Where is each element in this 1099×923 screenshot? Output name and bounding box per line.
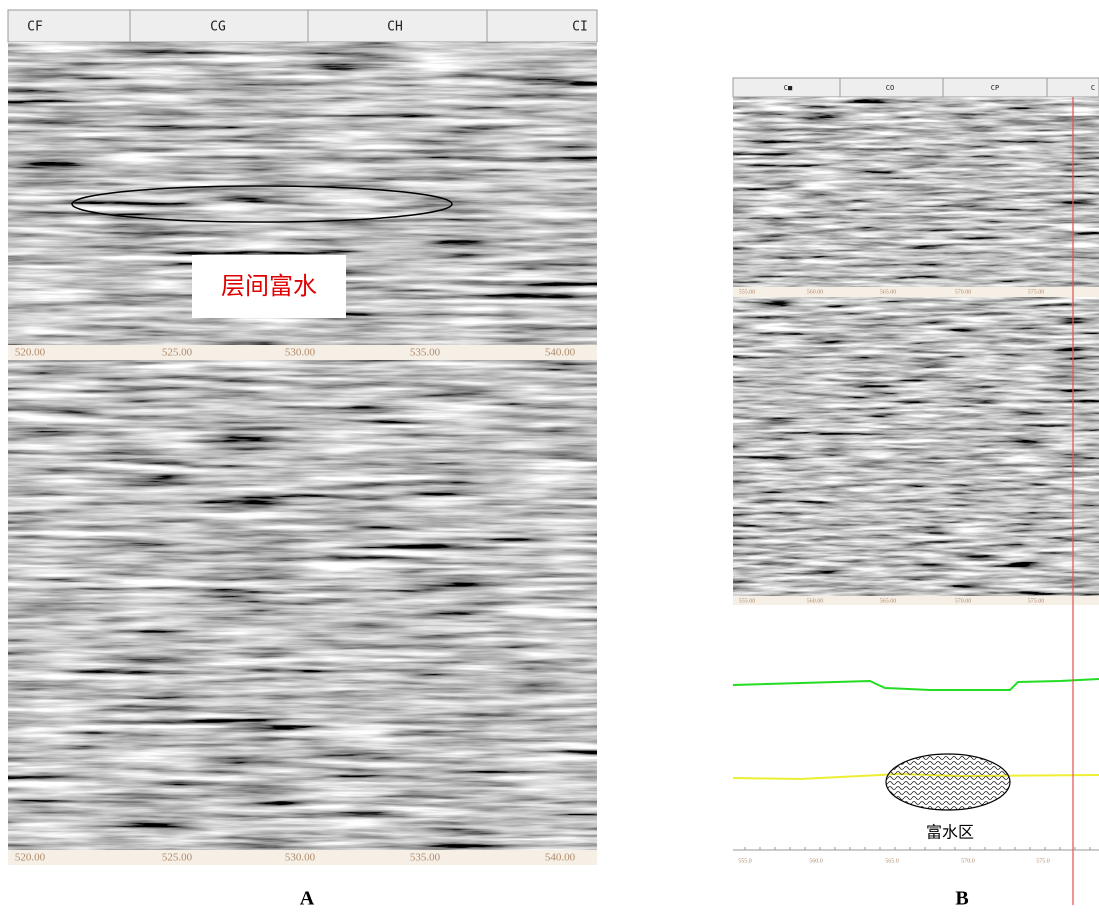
axis-label: 570.00: [955, 598, 972, 604]
axis-label: 555.00: [739, 289, 756, 295]
axis-label: 525.00: [162, 852, 193, 864]
axis-label: 560.00: [807, 598, 824, 604]
header-bar: [7, 9, 598, 43]
axis-label: 530.00: [285, 852, 316, 864]
axis-label: 520.00: [15, 347, 46, 359]
caption: A: [300, 888, 315, 910]
axis-label: 575.00: [1028, 598, 1045, 604]
header-label: C■: [784, 84, 793, 92]
radargram: [733, 97, 1099, 287]
highlight-ellipse: [71, 185, 453, 223]
axis-label: 540.00: [545, 852, 576, 864]
axis-strip: [8, 345, 597, 360]
axis-label: 560.00: [807, 289, 824, 295]
header-label: CG: [210, 20, 226, 35]
header-label: CF: [27, 20, 43, 35]
axis-label: 555.00: [739, 598, 756, 604]
axis-strip: [8, 850, 597, 865]
axis-label: 555.0: [738, 858, 752, 864]
axis-strip: [733, 596, 1099, 605]
water-zone: [885, 753, 1011, 811]
header-label: C: [1091, 84, 1095, 92]
axis-label: 570.00: [955, 289, 972, 295]
axis-label: 575.0: [1036, 858, 1050, 864]
caption: B: [955, 888, 968, 910]
axis-label: 565.00: [880, 289, 897, 295]
axis-label: 570.0: [961, 858, 975, 864]
zone-label: 富水区: [926, 823, 974, 842]
header-label: CI: [572, 20, 588, 35]
axis-label: 520.00: [15, 852, 46, 864]
axis-label: 535.00: [410, 852, 441, 864]
annotation: 层间富水: [221, 272, 317, 300]
axis-label: 575.00: [1028, 289, 1045, 295]
header-label: CH: [387, 20, 403, 35]
axis-strip: [733, 287, 1099, 297]
radargram: [8, 360, 597, 850]
axis-label: 540.00: [545, 347, 576, 359]
header-dividers: [839, 78, 1048, 97]
axis-label: 565.00: [880, 598, 897, 604]
radargram: [733, 297, 1099, 596]
profile-line: [732, 678, 1099, 691]
axis-label: 535.00: [410, 347, 441, 359]
axis-label: 565.0: [885, 858, 899, 864]
annotation-box: [192, 255, 346, 318]
header-label: CP: [991, 84, 999, 92]
header-dividers: [129, 10, 488, 42]
axis-label: 560.0: [809, 858, 823, 864]
axis-label: 530.00: [285, 347, 316, 359]
axis-label: 525.00: [162, 347, 193, 359]
header-label: CO: [886, 84, 894, 92]
